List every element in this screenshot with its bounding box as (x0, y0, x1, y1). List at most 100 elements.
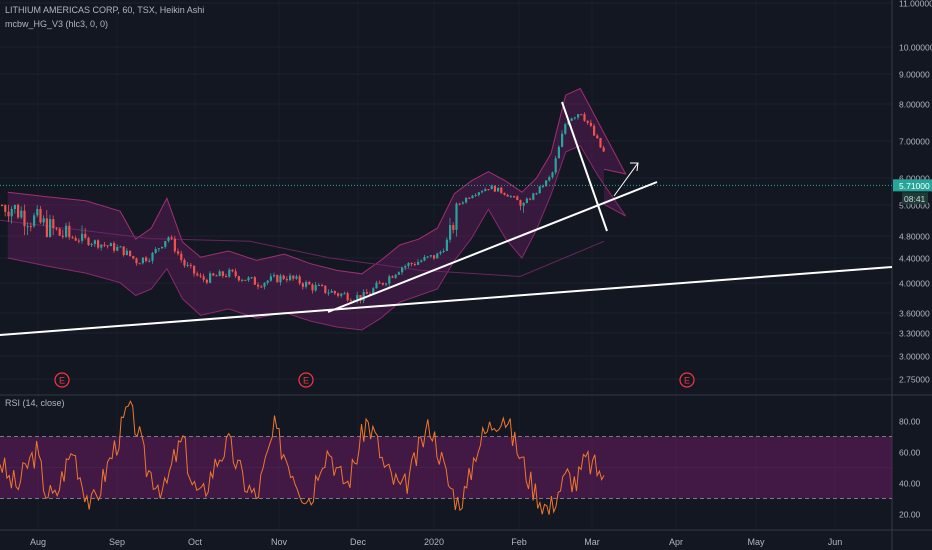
candle-body (193, 265, 196, 274)
candle-body (327, 292, 330, 294)
candle-body (564, 124, 567, 134)
candle-body (343, 293, 346, 295)
candle-body (580, 114, 583, 116)
axes: 11.00000 10.00000 9.00000 8.00000 7.00000 6.0… (30, 0, 932, 547)
candle-body (388, 276, 391, 284)
candle-body (97, 240, 100, 248)
candle-body (122, 246, 125, 256)
candle-body (65, 225, 68, 237)
candle-body (346, 293, 349, 301)
time-tick-label: Nov (271, 537, 288, 547)
candle-body (295, 276, 298, 279)
candle-body (375, 282, 378, 289)
trendline-falling-resistance (561, 101, 608, 232)
ribbon-upper-line (7, 87, 627, 275)
candle-body (321, 284, 324, 286)
candle-body (525, 198, 528, 203)
candle-body (87, 237, 90, 245)
candle-body (250, 277, 253, 279)
candle-body (4, 205, 7, 212)
candle-body (529, 198, 532, 200)
candle-body (225, 275, 228, 277)
candle-body (119, 246, 122, 248)
earnings-marker[interactable]: E (298, 372, 314, 388)
candle-body (385, 283, 388, 285)
time-tick-label: Jun (828, 537, 843, 547)
candle-body (596, 135, 599, 139)
rsi-legend: RSI (14, close) (5, 398, 65, 408)
candle-body (279, 275, 282, 283)
candle-body (372, 288, 375, 294)
time-tick-label: Sep (109, 537, 125, 547)
ribbon-lower-line (7, 145, 627, 331)
candle-body (429, 255, 432, 257)
candle-body (205, 279, 208, 283)
candle-body (394, 274, 397, 278)
price-tick-label: 4.40000 (899, 254, 930, 264)
candle-body (593, 125, 596, 136)
candle-body (292, 275, 295, 279)
candle-body (266, 280, 269, 283)
price-tag-label: 5.71000 (899, 181, 930, 191)
projection-arrow (613, 162, 639, 197)
candle-body (436, 253, 439, 259)
candle-body (209, 273, 212, 283)
candle-body (461, 202, 464, 204)
rsi-line-group (0, 400, 605, 515)
candle-body (39, 208, 42, 223)
candle-body (445, 239, 448, 251)
price-tick-label: 9.00000 (899, 70, 930, 80)
projection-arrowhead (630, 162, 639, 172)
candle-body (602, 147, 605, 152)
trendlines[interactable] (0, 101, 893, 336)
candle-body (493, 185, 496, 192)
candle-body (397, 272, 400, 275)
price-tick-label: 3.30000 (899, 329, 930, 339)
candle-body (164, 240, 167, 247)
candle-body (311, 284, 314, 291)
indicator-ribbon (0, 87, 627, 331)
candle-body (116, 247, 119, 251)
candle-body (426, 256, 429, 258)
candle-body (413, 263, 416, 265)
candle-body (55, 228, 58, 230)
candle-body (17, 204, 20, 218)
candle-body (269, 276, 272, 281)
earnings-marker[interactable]: E (679, 372, 695, 388)
candle-body (330, 290, 333, 293)
price-tick-label: 3.00000 (899, 352, 930, 362)
candle-body (365, 292, 368, 294)
rsi-tick-label: 80.00 (899, 417, 921, 427)
candle-body (45, 218, 48, 237)
candle-body (77, 240, 80, 242)
candle-body (490, 185, 493, 190)
price-tag-box (893, 179, 932, 192)
candle-body (458, 203, 461, 205)
candle-body (244, 279, 247, 281)
candle-body (449, 225, 452, 240)
candle-body (103, 244, 106, 246)
candle-body (516, 196, 519, 201)
earnings-marker[interactable]: E (54, 372, 70, 388)
candle-body (237, 276, 240, 281)
candle-body (474, 194, 477, 196)
time-tick-label: Aug (30, 537, 46, 547)
candle-body (477, 192, 480, 195)
candle-body (506, 194, 509, 197)
countdown-tag-box (902, 192, 928, 205)
candle-body (106, 245, 109, 247)
candle-body (260, 286, 263, 288)
candle-body (81, 233, 84, 241)
candle-body (503, 192, 506, 195)
candle-body (314, 285, 317, 291)
earnings-marker-circle (679, 372, 695, 388)
candle-body (551, 172, 554, 178)
candle-body (125, 250, 128, 256)
candle-body (359, 295, 362, 301)
time-tick-label: Apr (669, 537, 683, 547)
candle-body (442, 250, 445, 252)
candle-body (378, 282, 381, 284)
